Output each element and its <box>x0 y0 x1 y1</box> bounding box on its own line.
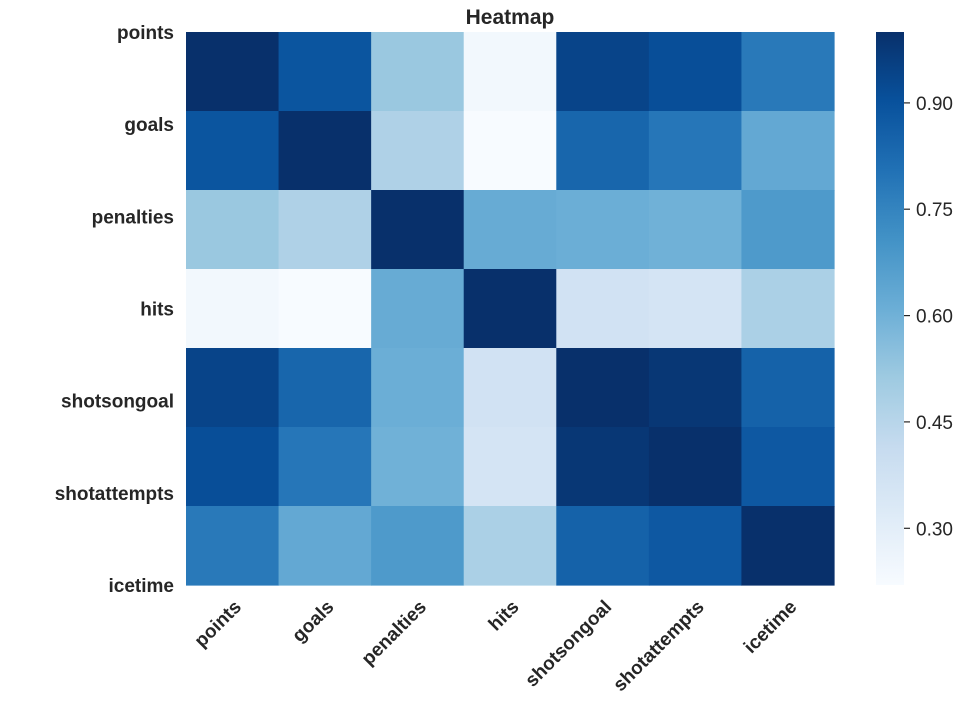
colorbar-tick-label: 0.90 <box>916 94 953 115</box>
row-labels: points goals penalties hits shotsongoal shota… <box>55 23 174 597</box>
colorbar-tick-label: 0.60 <box>916 307 953 328</box>
heatmap-cell <box>741 190 835 270</box>
row-label: points <box>117 23 174 44</box>
heatmap-cell <box>278 427 372 507</box>
row-label: shotsongoal <box>61 392 174 413</box>
colorbar-bar <box>876 32 904 585</box>
heatmap-cell <box>741 506 835 586</box>
heatmap-cell <box>648 32 743 112</box>
heatmap-cell <box>463 506 557 586</box>
heatmap-cell <box>741 269 835 349</box>
column-label: goals <box>288 597 338 647</box>
heatmap-cell <box>648 111 743 191</box>
heatmap-cell <box>741 348 835 428</box>
heatmap-cell <box>371 190 465 270</box>
heatmap-cell <box>371 32 465 112</box>
heatmap-cell <box>648 348 743 428</box>
heatmap-cell <box>463 269 557 349</box>
heatmap-cell <box>463 348 557 428</box>
heatmap-cell <box>186 190 280 270</box>
heatmap-cell <box>556 269 650 349</box>
heatmap-cell <box>278 506 372 586</box>
heatmap-cell <box>278 269 372 349</box>
heatmap-cell <box>186 32 280 112</box>
colorbar: 0.30 0.45 0.60 0.75 0.90 <box>876 32 953 585</box>
row-label: hits <box>140 300 174 321</box>
heatmap-cell <box>371 427 465 507</box>
column-label: shotsongoal <box>521 597 616 692</box>
chart-title: Heatmap <box>466 6 555 29</box>
row-label: shotattempts <box>55 484 174 505</box>
heatmap-cell <box>278 32 372 112</box>
heatmap-cell <box>556 506 650 586</box>
colorbar-tick-label: 0.45 <box>916 413 953 434</box>
colorbar-tick-label: 0.30 <box>916 519 953 540</box>
heatmap-cell <box>556 32 650 112</box>
heatmap-cell <box>186 348 280 428</box>
heatmap-cell <box>463 190 557 270</box>
heatmap-cells <box>186 32 835 586</box>
heatmap-cell <box>371 506 465 586</box>
heatmap-cell <box>556 427 650 507</box>
heatmap-cell <box>556 111 650 191</box>
heatmap-cell <box>648 269 743 349</box>
heatmap-cell <box>371 348 465 428</box>
heatmap-cell <box>371 111 465 191</box>
column-labels: points goals penalties hitsshotsongoalshota… <box>191 597 802 696</box>
heatmap-cell <box>278 190 372 270</box>
heatmap-cell <box>186 111 280 191</box>
heatmap-cell <box>556 190 650 270</box>
heatmap-cell <box>463 427 557 507</box>
row-label: penalties <box>92 207 174 228</box>
colorbar-tick-label: 0.75 <box>916 200 953 221</box>
heatmap-cell <box>741 32 835 112</box>
heatmap-cell <box>278 111 372 191</box>
column-label: hits <box>485 597 524 636</box>
heatmap-cell <box>186 427 280 507</box>
row-label: goals <box>124 115 174 136</box>
heatmap-cell <box>648 190 743 270</box>
heatmap-cell <box>648 506 743 586</box>
heatmap-cell <box>556 348 650 428</box>
column-label: points <box>191 597 246 652</box>
heatmap-cell <box>371 269 465 349</box>
heatmap-cell <box>186 269 280 349</box>
column-label: icetime <box>740 597 801 658</box>
column-label: penalties <box>358 597 431 670</box>
heatmap-cell <box>741 427 835 507</box>
heatmap-cell <box>278 348 372 428</box>
heatmap-cell <box>186 506 280 586</box>
heatmap-cell <box>648 427 743 507</box>
column-label: shotattempts <box>609 597 708 696</box>
heatmap-cell <box>741 111 835 191</box>
heatmap-cell <box>463 111 557 191</box>
row-label: icetime <box>109 576 174 597</box>
heatmap-cell <box>463 32 557 112</box>
